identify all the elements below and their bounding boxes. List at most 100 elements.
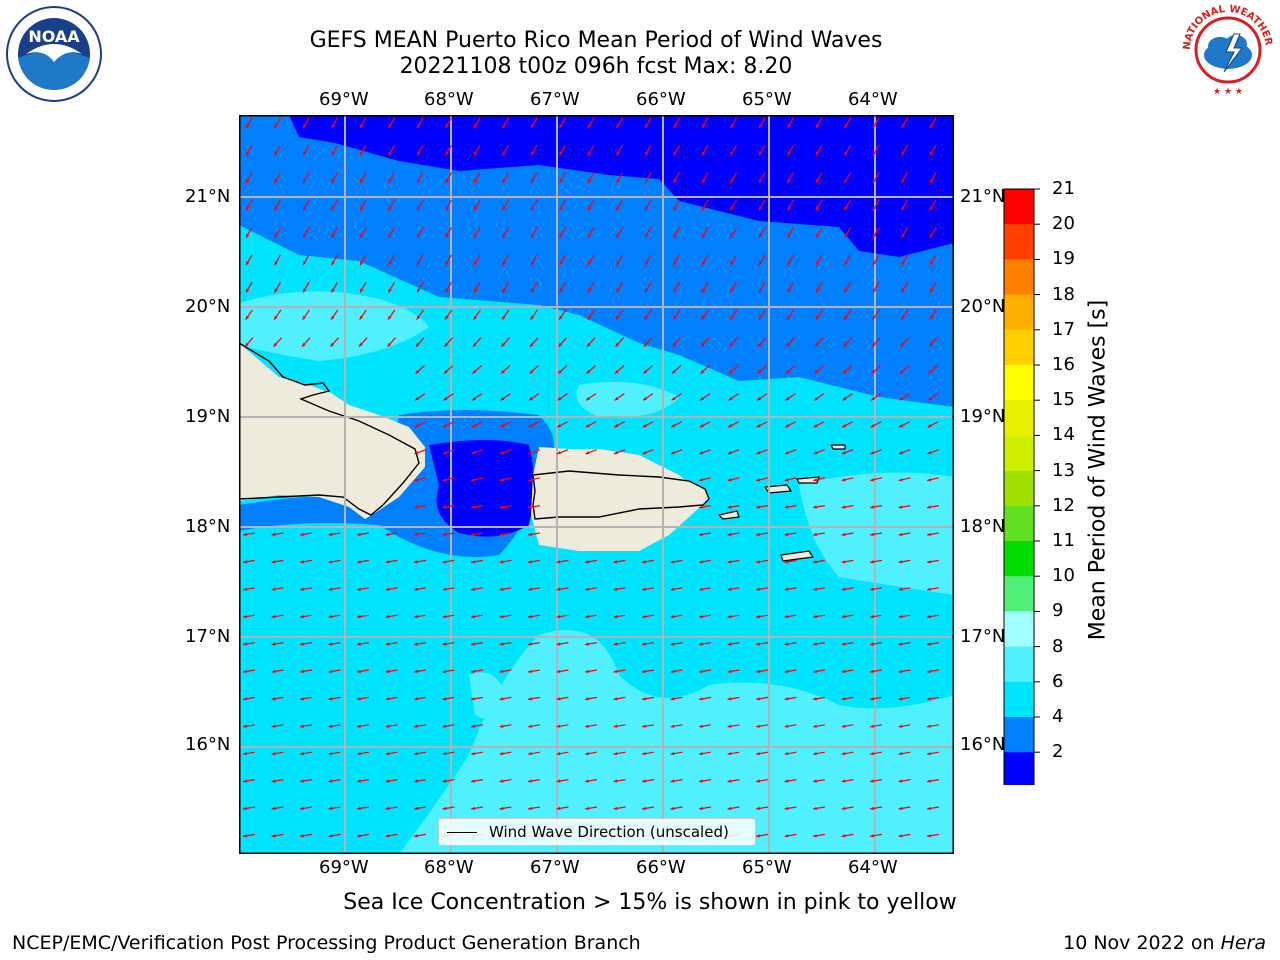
wind-wave-arrowhead xyxy=(870,642,874,646)
wind-wave-arrowhead xyxy=(670,587,675,591)
wind-wave-arrowhead xyxy=(670,560,675,564)
wind-wave-arrowhead xyxy=(930,124,934,129)
wind-wave-arrowhead xyxy=(445,124,449,129)
wind-wave-arrowhead xyxy=(414,834,418,838)
svg-text:★ ★ ★: ★ ★ ★ xyxy=(1213,87,1243,97)
wind-wave-arrowhead xyxy=(727,614,732,619)
wind-wave-arrowhead xyxy=(331,315,335,320)
wind-wave-arrowhead xyxy=(844,179,848,183)
wind-wave-arrowhead xyxy=(500,396,505,401)
wind-wave-arrowhead xyxy=(898,779,903,783)
wind-wave-arrowhead xyxy=(245,342,249,347)
wind-wave-arrowhead xyxy=(474,179,478,183)
wind-wave-arrowhead xyxy=(528,806,532,811)
wind-wave-arrowhead xyxy=(813,560,817,564)
wind-wave-arrowhead xyxy=(813,669,817,674)
wind-wave-arrowhead xyxy=(699,560,703,564)
lon-label-bottom-68w: 68°W xyxy=(424,857,474,878)
wind-wave-arrowhead xyxy=(613,642,618,646)
wind-wave-arrowhead xyxy=(417,124,421,129)
wind-wave-arrowhead xyxy=(756,587,760,591)
wind-wave-arrowhead xyxy=(385,587,390,591)
wind-wave-arrowhead xyxy=(385,560,390,564)
wind-wave-arrowhead xyxy=(642,560,646,564)
wind-wave-arrowhead xyxy=(784,751,789,756)
wind-wave-arrowhead xyxy=(759,124,763,129)
wind-wave-arrowhead xyxy=(756,669,760,674)
wind-wave-arrowhead xyxy=(898,642,903,646)
wind-wave-arrowhead xyxy=(898,478,903,482)
wind-wave-arrowhead xyxy=(357,779,361,783)
wind-wave-arrowhead xyxy=(499,697,504,701)
wind-wave-arrowhead xyxy=(898,751,903,756)
wind-wave-arrowhead xyxy=(930,179,934,183)
wind-wave-arrowhead xyxy=(787,288,791,293)
wind-wave-arrowhead xyxy=(414,451,419,455)
wind-wave-arrowhead xyxy=(670,751,675,756)
wind-wave-arrowhead xyxy=(757,369,762,374)
wind-wave-arrowhead xyxy=(816,233,820,238)
wind-wave-arrowhead xyxy=(756,697,760,701)
wind-wave-arrowhead xyxy=(929,342,933,347)
wind-wave-arrowhead xyxy=(870,532,874,537)
wind-wave-arrowhead xyxy=(246,288,250,293)
wind-wave-arrowhead xyxy=(556,724,561,728)
wind-wave-arrowhead xyxy=(414,724,418,728)
wind-wave-arrowhead xyxy=(787,233,791,238)
wind-wave-arrowhead xyxy=(445,261,449,266)
wind-wave-arrowhead xyxy=(730,315,734,320)
wind-wave-arrowhead xyxy=(756,614,760,619)
wind-wave-arrowhead xyxy=(416,315,421,320)
colorbar-segment xyxy=(1004,435,1034,472)
wind-wave-arrowhead xyxy=(331,151,335,156)
wind-wave-arrowhead xyxy=(385,751,390,756)
wind-wave-arrowhead xyxy=(274,261,278,266)
wind-wave-arrowhead xyxy=(898,587,903,591)
wind-wave-arrowhead xyxy=(870,779,874,783)
wind-wave-arrowhead xyxy=(642,614,646,619)
wind-wave-arrowhead xyxy=(474,151,478,156)
wind-wave-arrowhead xyxy=(417,206,421,211)
wind-wave-arrowhead xyxy=(556,587,561,591)
wind-wave-arrowhead xyxy=(727,751,732,756)
wind-wave-arrowhead xyxy=(414,560,418,564)
wind-wave-arrowhead xyxy=(300,697,304,701)
wind-wave-arrowhead xyxy=(471,560,475,564)
wind-wave-arrowhead xyxy=(616,206,620,211)
period-band-under-2-mona xyxy=(429,440,534,537)
wind-wave-arrowhead xyxy=(442,751,447,756)
wind-wave-arrowhead xyxy=(300,751,304,756)
wind-wave-arrowhead xyxy=(727,669,732,674)
wind-wave-arrowhead xyxy=(927,697,931,701)
wind-wave-arrowhead xyxy=(727,697,732,701)
wind-wave-arrowhead xyxy=(303,124,307,129)
wind-wave-arrowhead xyxy=(588,261,592,266)
wind-wave-arrowhead xyxy=(442,806,447,811)
lat-label-right-17n: 17°N xyxy=(960,626,1006,647)
wind-wave-arrowhead xyxy=(671,424,676,428)
period-band-6-8-north xyxy=(239,291,429,361)
lon-label-top-65w: 65°W xyxy=(742,89,792,110)
wind-wave-arrowhead xyxy=(898,806,903,811)
wind-wave-arrowhead xyxy=(730,179,734,183)
lon-label-top-64w: 64°W xyxy=(848,89,898,110)
wind-wave-arrowhead xyxy=(359,342,363,347)
wind-wave-arrowhead xyxy=(303,233,307,238)
wind-wave-arrowhead xyxy=(303,179,307,183)
wind-wave-arrowhead xyxy=(645,288,649,293)
wind-wave-arrowhead xyxy=(670,697,675,701)
wind-wave-arrowhead xyxy=(927,532,931,537)
wind-wave-arrowhead xyxy=(360,151,364,156)
wind-wave-arrowhead xyxy=(672,369,676,374)
colorbar-tick-label: 2 xyxy=(1052,741,1064,763)
wind-wave-arrowhead xyxy=(246,206,250,211)
colorbar-tick-label: 20 xyxy=(1052,213,1075,235)
wind-wave-arrowhead xyxy=(615,369,619,374)
wind-wave-arrowhead xyxy=(531,206,535,211)
colorbar-outline xyxy=(1003,188,1035,785)
wind-wave-arrowhead xyxy=(844,206,848,211)
wind-wave-arrowhead xyxy=(841,614,846,619)
wind-wave-arrowhead xyxy=(385,779,390,783)
wind-wave-arrowhead xyxy=(559,261,563,266)
wind-wave-arrowhead xyxy=(529,396,533,401)
